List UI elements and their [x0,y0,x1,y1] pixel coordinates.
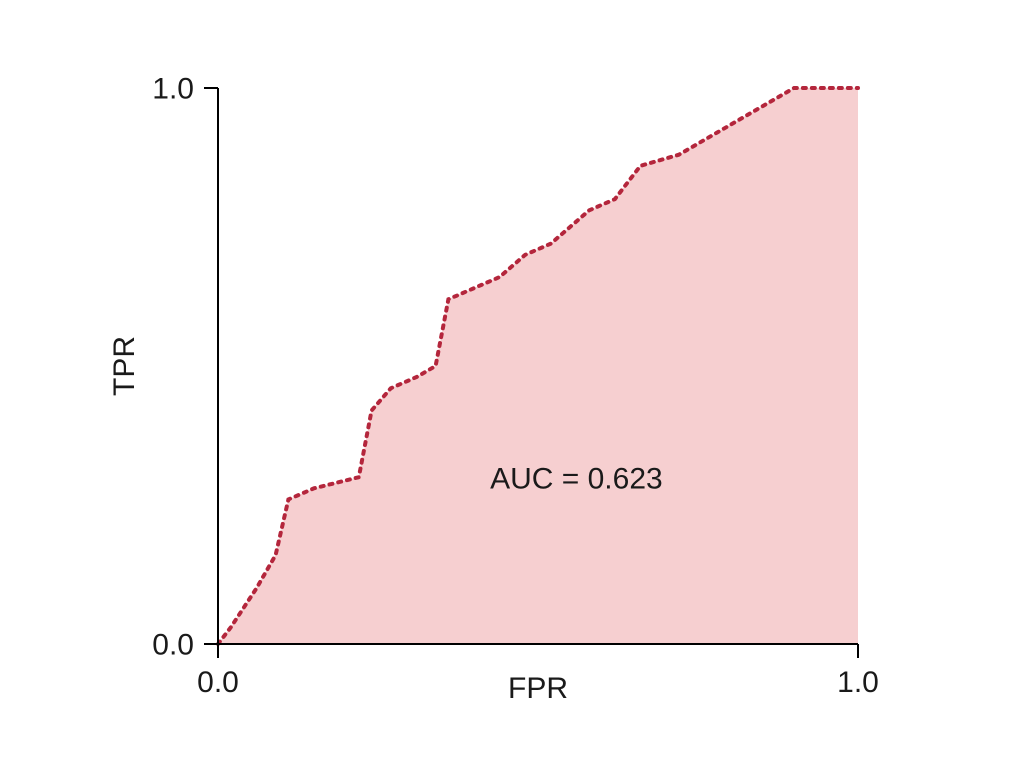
auc-annotation: AUC = 0.623 [490,462,663,495]
y-tick-label: 1.0 [152,73,194,106]
y-tick-label: 0.0 [152,629,194,662]
x-tick-label: 0.0 [197,666,239,699]
x-tick-label: 1.0 [837,666,879,699]
y-axis-label: TPR [108,336,141,396]
roc-chart: 0.0 1.0 0.0 1.0 FPR TPR AUC = 0.623 [0,0,1024,768]
x-axis-label: FPR [508,672,568,705]
